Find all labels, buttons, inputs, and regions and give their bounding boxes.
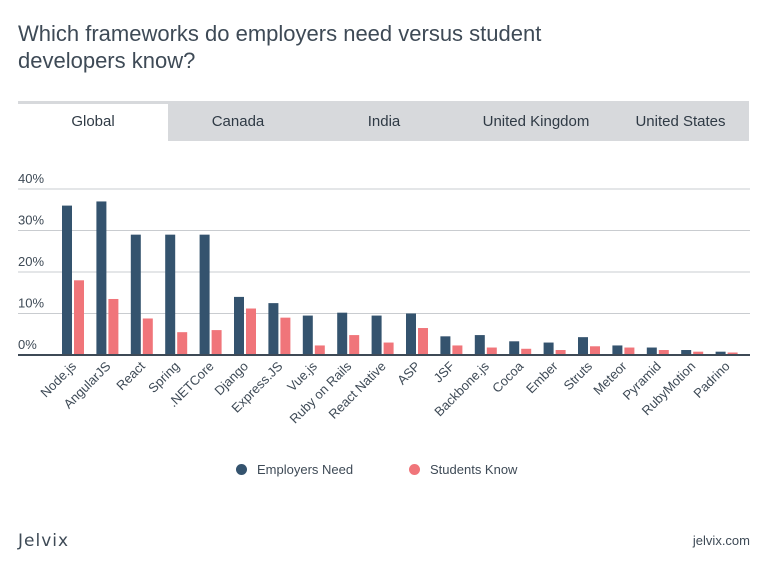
bar-employers-need (474, 335, 485, 355)
x-tick-label: Ember (523, 358, 561, 396)
x-tick-label: React (113, 358, 148, 393)
bar-employers-need (715, 351, 726, 355)
bar-employers-need (302, 315, 313, 355)
tab-canada[interactable]: Canada (211, 113, 265, 130)
bar-students-know (280, 317, 291, 355)
jelvix-logo: Jelvix (18, 531, 70, 551)
bar-students-know (142, 318, 153, 355)
tab-united-kingdom[interactable]: United Kingdom (482, 113, 590, 130)
tab-india[interactable]: India (367, 113, 401, 130)
y-tick-label: 40% (18, 171, 44, 186)
bar-students-know (74, 280, 84, 355)
legend-swatch-employers (236, 464, 247, 475)
x-tick-label: ASP (394, 359, 423, 388)
x-tick-label: Cocoa (489, 358, 527, 396)
bar-employers-need (371, 315, 382, 355)
legend-label-students: Students Know (430, 462, 518, 477)
bar-employers-need (130, 234, 141, 355)
bar-students-know (418, 328, 428, 355)
bar-students-know (246, 308, 256, 355)
bar-students-know (349, 335, 360, 355)
bar-students-know (555, 350, 566, 355)
chart-legend: Employers Need Students Know (0, 462, 768, 482)
legend-label-employers: Employers Need (257, 462, 354, 477)
bar-employers-need (681, 350, 692, 355)
legend-item-students: Students Know (409, 462, 517, 477)
site-url: jelvix.com (692, 533, 750, 548)
bar-students-know (727, 352, 738, 355)
bar-employers-need (234, 296, 244, 355)
y-tick-label: 0% (18, 337, 37, 352)
bar-students-know (624, 347, 635, 355)
tab-united-states[interactable]: United States (635, 113, 726, 130)
bar-employers-need (62, 205, 72, 355)
bar-students-know (452, 345, 463, 355)
bar-students-know (521, 348, 532, 355)
y-tick-label: 10% (18, 296, 44, 311)
bar-students-know (211, 330, 222, 355)
legend-swatch-students (409, 464, 420, 475)
bar-employers-need (646, 347, 657, 355)
bar-employers-need (509, 341, 520, 355)
bar-students-know (383, 342, 394, 355)
bar-students-know (177, 332, 188, 355)
bar-employers-need (440, 336, 451, 355)
tab-global[interactable]: Global (18, 101, 168, 141)
bar-students-know (658, 350, 669, 355)
bar-employers-need (96, 201, 107, 355)
bar-employers-need (337, 312, 348, 355)
y-tick-label: 20% (18, 254, 44, 269)
bar-employers-need (199, 234, 210, 355)
bar-employers-need (165, 234, 176, 355)
y-tick-label: 30% (18, 213, 44, 228)
bar-employers-need (406, 313, 416, 355)
x-tick-label: JSF (431, 358, 458, 385)
x-tick-label: Padrino (690, 359, 732, 401)
bar-employers-need (578, 337, 588, 355)
bar-students-know (693, 351, 704, 355)
bar-employers-need (268, 303, 279, 355)
legend-item-employers: Employers Need (236, 462, 353, 477)
bar-employers-need (612, 345, 623, 355)
region-tabs: Global Canada India United Kingdom Unite… (18, 101, 749, 141)
bar-students-know (314, 345, 325, 355)
bar-students-know (108, 298, 119, 355)
bar-students-know (590, 346, 600, 355)
bar-students-know (486, 347, 497, 355)
bar-employers-need (543, 342, 554, 355)
chart-title: Which frameworks do employers need versu… (18, 21, 542, 73)
